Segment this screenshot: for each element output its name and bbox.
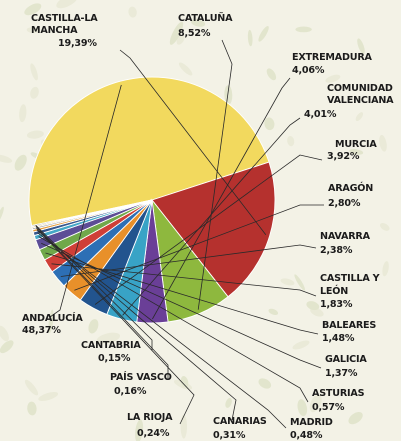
leader-line-cantabria (35, 225, 153, 350)
slice-value-asturias: 0,57% (312, 402, 345, 413)
slice-value-andalucia: 48,37% (22, 325, 61, 336)
slice-label-castilla-y-leon: CASTILLA Y (320, 273, 381, 284)
slice-label-comunidad-valenciana: VALENCIANA (327, 95, 394, 106)
slice-value-comunidad-valenciana: 4,01% (304, 109, 337, 120)
slice-label-extremadura: EXTREMADURA (292, 52, 373, 63)
slice-label-aragon: ARAGÓN (328, 181, 373, 194)
slice-label-castilla-la-mancha: MANCHA (31, 25, 78, 36)
leader-line-aragon (74, 204, 324, 291)
slice-label-asturias: ASTURIAS (312, 388, 365, 399)
slice-label-madrid: MADRID (290, 417, 333, 428)
slice-label-andalucia: ANDALUCÍA (22, 311, 83, 324)
leader-line-cataluna (197, 39, 233, 310)
leader-line-castilla-y-leon (51, 263, 317, 297)
slice-value-extremadura: 4,06% (292, 65, 325, 76)
leader-line-madrid (37, 232, 287, 429)
slice-value-murcia: 3,92% (327, 151, 360, 162)
slice-value-canarias: 0,31% (213, 430, 246, 441)
slice-value-galicia: 1,37% (325, 368, 358, 379)
slice-label-navarra: NAVARRA (320, 231, 371, 242)
slice-label-cantabria: CANTABRIA (81, 340, 141, 351)
slice-label-cataluna: CATALUÑA (178, 11, 233, 24)
leader-line-extremadura (152, 77, 291, 320)
slice-label-castilla-la-mancha: CASTILLA-LA (31, 13, 98, 24)
leader-line-asturias (38, 236, 309, 403)
pie-slice-andalucia (28, 76, 270, 227)
leader-line-la-rioja (36, 227, 195, 425)
slice-value-pais-vasco: 0,16% (114, 386, 147, 397)
leader-line-comunidad-valenciana (122, 117, 301, 316)
slice-label-castilla-y-leon: LEÓN (320, 284, 348, 297)
leader-line-navarra (60, 244, 317, 277)
slice-value-baleares: 1,48% (322, 333, 355, 344)
leader-line-baleares (45, 252, 319, 335)
slice-value-castilla-la-mancha: 19,39% (58, 38, 97, 49)
slice-value-navarra: 2,38% (320, 245, 353, 256)
pie-slice-cantabria (31, 199, 153, 228)
slice-label-baleares: BALEARES (322, 320, 376, 331)
leader-line-pais-vasco (35, 226, 169, 380)
leader-line-castilla-la-mancha (119, 49, 267, 235)
slice-label-comunidad-valenciana: COMUNIDAD (327, 83, 393, 94)
leader-line-galicia (41, 242, 322, 369)
leader-line-murcia (94, 154, 323, 305)
slice-label-pais-vasco: PAÍS VASCO (110, 370, 172, 383)
slice-label-canarias: CANARIAS (213, 416, 267, 427)
slice-value-aragon: 2,80% (328, 198, 361, 209)
slice-value-castilla-y-leon: 1,83% (320, 299, 353, 310)
slice-value-cantabria: 0,15% (98, 353, 131, 364)
leader-line-canarias (36, 229, 237, 421)
slice-value-cataluna: 8,52% (178, 28, 211, 39)
slice-label-la-rioja: LA RIOJA (127, 412, 173, 423)
slice-value-madrid: 0,48% (290, 430, 323, 441)
slice-value-la-rioja: 0,24% (137, 428, 170, 439)
slice-label-murcia: MURCIA (335, 139, 377, 150)
leader-line-andalucia (49, 84, 122, 318)
slice-label-galicia: GALICIA (325, 354, 367, 365)
